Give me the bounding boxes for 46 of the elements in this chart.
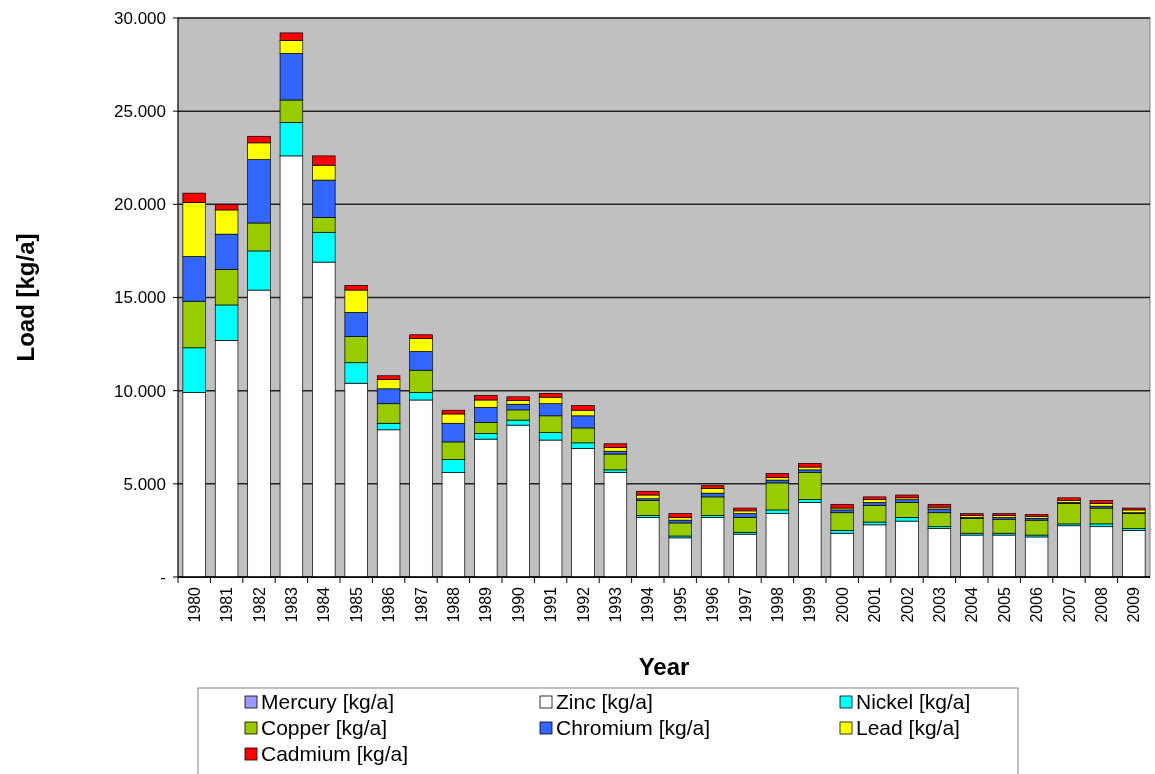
x-tick-label: 1994 xyxy=(639,586,657,623)
legend-label: Cadmium [kg/a] xyxy=(261,742,409,766)
x-tick-label: 2003 xyxy=(931,586,948,623)
legend-label: Mercury [kg/a] xyxy=(261,690,395,714)
legend-label: Chromium [kg/a] xyxy=(556,716,711,740)
x-tick-label: 2004 xyxy=(963,586,981,623)
y-tick-label: 30.000 xyxy=(114,8,166,28)
x-tick-label: 1987 xyxy=(412,586,430,623)
y-tick-label: 10.000 xyxy=(114,381,166,401)
x-tick-label: 2006 xyxy=(1028,586,1046,623)
x-tick-label: 1997 xyxy=(736,586,754,623)
y-axis-title: Load [kg/a] xyxy=(12,233,39,362)
legend-label: Copper [kg/a] xyxy=(261,716,388,740)
x-tick-label: 2008 xyxy=(1093,586,1110,623)
x-tick-label: 1983 xyxy=(283,586,300,623)
x-tick-label: 1981 xyxy=(218,586,236,623)
y-tick-label: 5.000 xyxy=(123,474,166,494)
legend-label: Nickel [kg/a] xyxy=(856,690,971,714)
x-tick-label: 1992 xyxy=(574,586,592,623)
x-tick-label: 1996 xyxy=(704,586,722,623)
x-tick-label: 1991 xyxy=(542,586,560,623)
x-tick-label: 1988 xyxy=(445,586,462,623)
y-tick-label: 25.000 xyxy=(114,102,166,122)
y-tick-label: 15.000 xyxy=(114,288,166,308)
x-tick-label: 2002 xyxy=(898,586,916,623)
x-axis-title: Year xyxy=(638,653,690,680)
x-tick-label: 1985 xyxy=(347,586,365,623)
x-tick-label: 1999 xyxy=(801,586,819,623)
y-tick-label: 20.000 xyxy=(114,195,166,215)
x-tick-label: 2007 xyxy=(1060,586,1078,623)
x-tick-label: 2005 xyxy=(995,586,1013,623)
x-tick-label: 1984 xyxy=(315,586,333,623)
legend-label: Zinc [kg/a] xyxy=(556,690,653,714)
x-tick-label: 1980 xyxy=(185,586,203,623)
x-tick-label: 1990 xyxy=(509,586,527,623)
x-tick-label: 2000 xyxy=(833,586,851,623)
x-tick-label: 1993 xyxy=(607,586,624,623)
x-tick-label: 2009 xyxy=(1125,586,1143,623)
legend-label: Lead [kg/a] xyxy=(856,716,960,740)
x-tick-label: 1995 xyxy=(671,586,689,623)
x-tick-label: 2001 xyxy=(866,586,884,623)
x-tick-label: 1986 xyxy=(380,586,398,623)
x-tick-label: 1998 xyxy=(769,586,786,623)
x-tick-label: 1989 xyxy=(477,586,495,623)
y-tick-label: - xyxy=(160,567,166,587)
x-tick-label: 1982 xyxy=(250,586,268,623)
